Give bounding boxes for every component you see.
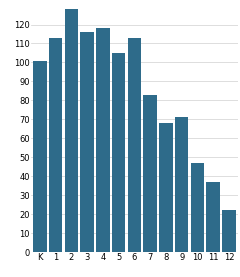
Bar <box>159 123 173 252</box>
Bar <box>144 95 157 252</box>
Bar <box>65 9 78 252</box>
Bar <box>128 38 141 252</box>
Bar <box>33 61 47 252</box>
Bar <box>96 28 110 252</box>
Bar <box>191 163 204 252</box>
Bar <box>80 32 94 252</box>
Bar <box>222 210 236 252</box>
Bar <box>49 38 62 252</box>
Bar <box>206 182 220 252</box>
Bar <box>175 117 188 252</box>
Bar <box>112 53 125 252</box>
